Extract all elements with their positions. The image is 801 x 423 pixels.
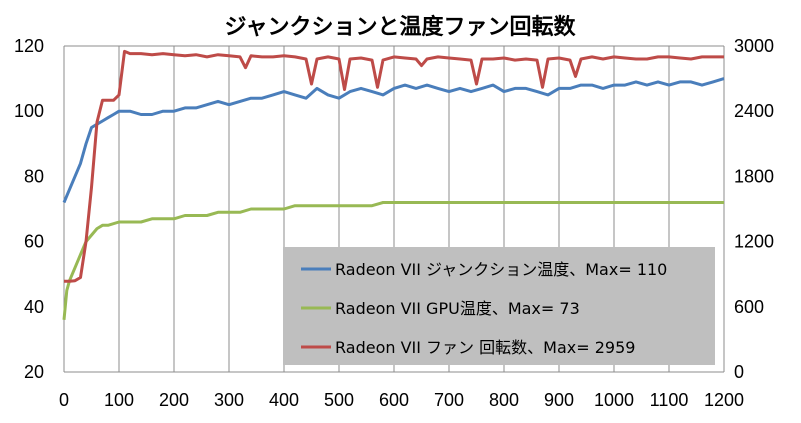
y-right-tick-label: 2400 (734, 101, 774, 121)
legend-label-1: Radeon VII ジャンクション温度、Max= 110 (335, 260, 667, 279)
y-left-tick-label: 120 (14, 36, 44, 56)
series-layer (62, 49, 725, 320)
series-line-1 (62, 77, 725, 204)
x-tick-label: 900 (544, 390, 574, 410)
x-tick-label: 400 (269, 390, 299, 410)
x-tick-label: 1200 (704, 390, 744, 410)
x-tick-label: 100 (104, 390, 134, 410)
series-line-3 (64, 49, 724, 283)
x-tick-label: 1000 (594, 390, 634, 410)
y-left-tick-label: 80 (24, 166, 44, 186)
legend-label-2: Radeon VII GPU温度、Max= 73 (335, 299, 580, 318)
x-tick-label: 500 (324, 390, 354, 410)
y-right-tick-label: 0 (734, 362, 744, 382)
y-left-tick-label: 20 (24, 362, 44, 382)
y-right-tick-label: 1200 (734, 232, 774, 252)
series-line-2 (62, 201, 724, 320)
y-right-tick-label: 600 (734, 297, 764, 317)
legend-box (283, 247, 715, 365)
y-right-tick-label: 3000 (734, 36, 774, 56)
x-tick-label: 700 (434, 390, 464, 410)
legend: Radeon VII ジャンクション温度、Max= 110 Radeon VII … (283, 247, 715, 365)
x-tick-label: 200 (159, 390, 189, 410)
chart-title: ジャンクションと温度ファン回転数 (225, 14, 577, 40)
y-left-tick-label: 100 (14, 101, 44, 121)
y-right-tick-label: 1800 (734, 166, 774, 186)
x-tick-label: 300 (214, 390, 244, 410)
x-tick-label: 0 (59, 390, 69, 410)
x-tick-label: 1100 (650, 390, 689, 410)
x-tick-label: 600 (379, 390, 409, 410)
legend-label-3: Radeon VII ファン 回転数、Max= 2959 (335, 338, 635, 357)
axes: 0 100 200 300 400 500 600 700 800 900 1000 1100 1200… (14, 36, 774, 410)
y-left-tick-label: 40 (24, 297, 44, 317)
y-left-tick-label: 60 (24, 232, 44, 252)
x-tick-label: 800 (489, 390, 519, 410)
